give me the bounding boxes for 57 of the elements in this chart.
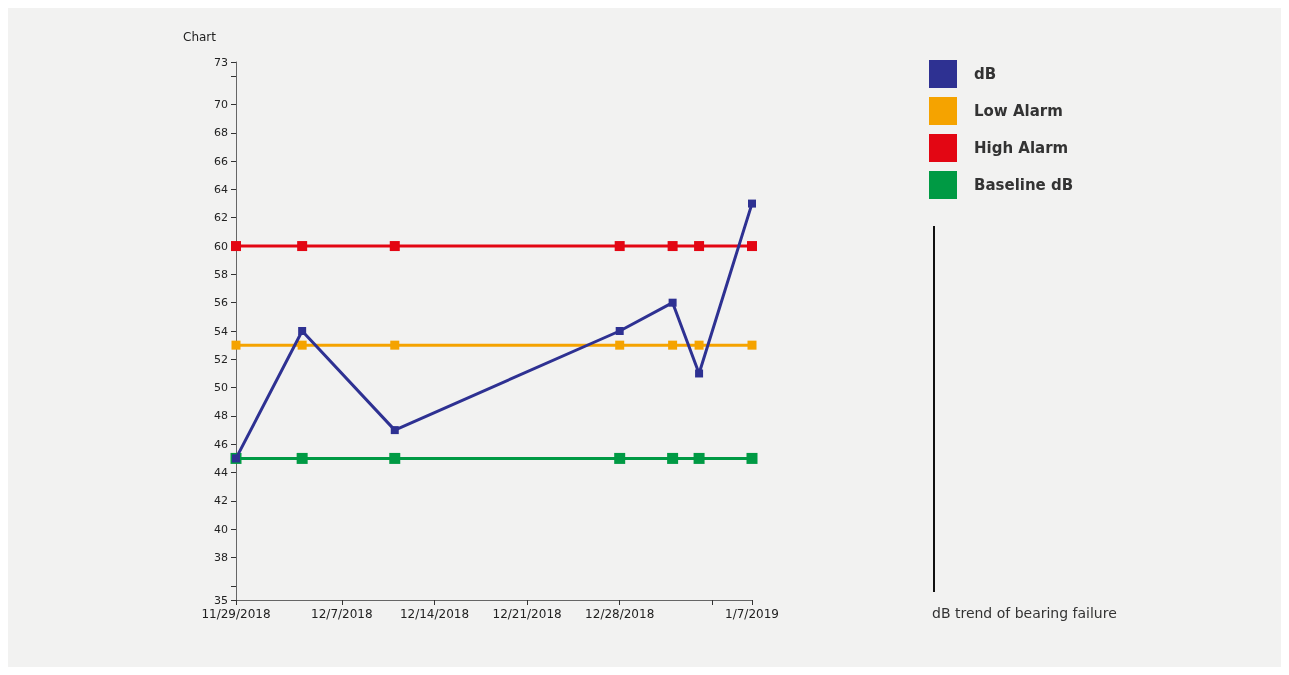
y-tick-label: 48 [214, 409, 228, 423]
y-tick-label: 66 [214, 154, 228, 168]
y-tick-label: 70 [214, 97, 228, 111]
point [694, 340, 704, 350]
point [389, 452, 401, 464]
point [746, 452, 758, 464]
y-tick-label: 62 [214, 211, 228, 225]
x-tick-label: 12/14/2018 [399, 607, 470, 621]
y-tick-label: 46 [214, 437, 228, 451]
text: dB trend of bearing failure [932, 605, 1117, 621]
point [298, 327, 307, 335]
y-tick-label: 73 [214, 55, 228, 69]
y-tick-label: 52 [214, 352, 228, 366]
legend-label: Baseline dB [974, 176, 1074, 194]
legend-label: High Alarm [974, 139, 1069, 157]
point [695, 369, 704, 378]
point [747, 340, 757, 350]
point [668, 298, 677, 307]
y-tick-label: 68 [214, 126, 228, 140]
point [667, 241, 678, 252]
point [615, 327, 624, 335]
point [614, 241, 625, 252]
y-tick-label: 35 [214, 593, 228, 607]
legend-label: dB [974, 65, 997, 83]
y-tick-label: 42 [214, 494, 228, 508]
y-tick-label: 38 [214, 551, 228, 565]
point [748, 199, 756, 208]
y-tick-label: 40 [214, 522, 228, 536]
x-tick-label: 12/21/2018 [492, 607, 562, 621]
x-tick-label: 12/7/2018 [311, 607, 373, 621]
point [668, 340, 678, 350]
point [390, 426, 399, 435]
chart-title: Chart [183, 30, 217, 44]
y-tick-label: 60 [214, 239, 228, 253]
x-tick-label: 1/7/2019 [725, 607, 779, 621]
x-tick-label: 12/28/2018 [585, 607, 655, 621]
x-tick-label: 11/29/2018 [201, 607, 271, 621]
point [667, 452, 679, 464]
y-tick-label: 64 [214, 182, 228, 196]
point [390, 340, 400, 350]
point [747, 241, 757, 252]
point [389, 241, 400, 252]
point [614, 452, 626, 464]
y-tick-label: 44 [214, 466, 228, 480]
y-tick-label: 54 [214, 324, 228, 338]
point [297, 340, 307, 350]
y-tick-label: 56 [214, 296, 228, 310]
point [693, 452, 705, 464]
point [231, 340, 241, 350]
point [297, 241, 308, 252]
point [615, 340, 625, 350]
y-tick-label: 50 [214, 381, 228, 395]
point [296, 452, 308, 464]
y-tick-label: 58 [214, 267, 228, 281]
legend-label: Low Alarm [974, 102, 1063, 120]
point [694, 241, 705, 252]
point [231, 241, 241, 252]
